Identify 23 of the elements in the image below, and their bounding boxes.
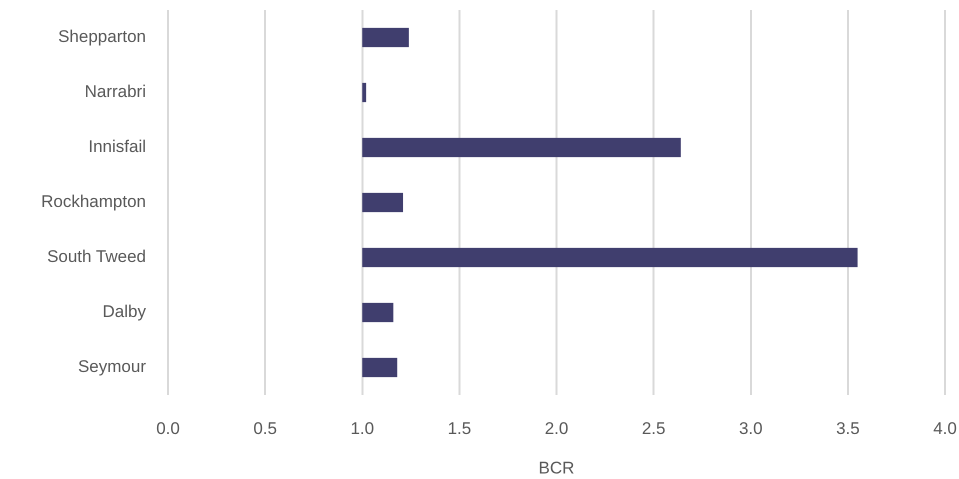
x-axis-title: BCR [538,458,574,478]
bar [362,192,404,212]
bar [362,302,394,322]
y-tick-label: Shepparton [58,27,146,46]
y-tick-label: Innisfail [88,137,146,156]
y-tick-label: Seymour [78,357,146,376]
x-tick-label: 4.0 [933,418,957,438]
x-tick-label: 2.5 [642,418,666,438]
bar [362,28,409,48]
y-tick-label: Dalby [102,302,146,322]
y-tick-label: Rockhampton [41,192,146,212]
bar [362,138,681,158]
bar [362,358,398,378]
x-tick-label: 1.0 [350,418,374,438]
y-tick-label: Narrabri [84,82,146,102]
x-tick-label: 3.0 [738,418,763,438]
x-tick-label: 0.0 [156,418,180,438]
x-tick-label: 2.0 [544,418,568,438]
y-tick-label: South Tweed [47,247,146,266]
x-tick-label: 1.5 [448,418,472,438]
x-tick-label: 0.5 [253,418,277,438]
bar [362,248,858,268]
x-tick-label: 3.5 [836,418,860,438]
